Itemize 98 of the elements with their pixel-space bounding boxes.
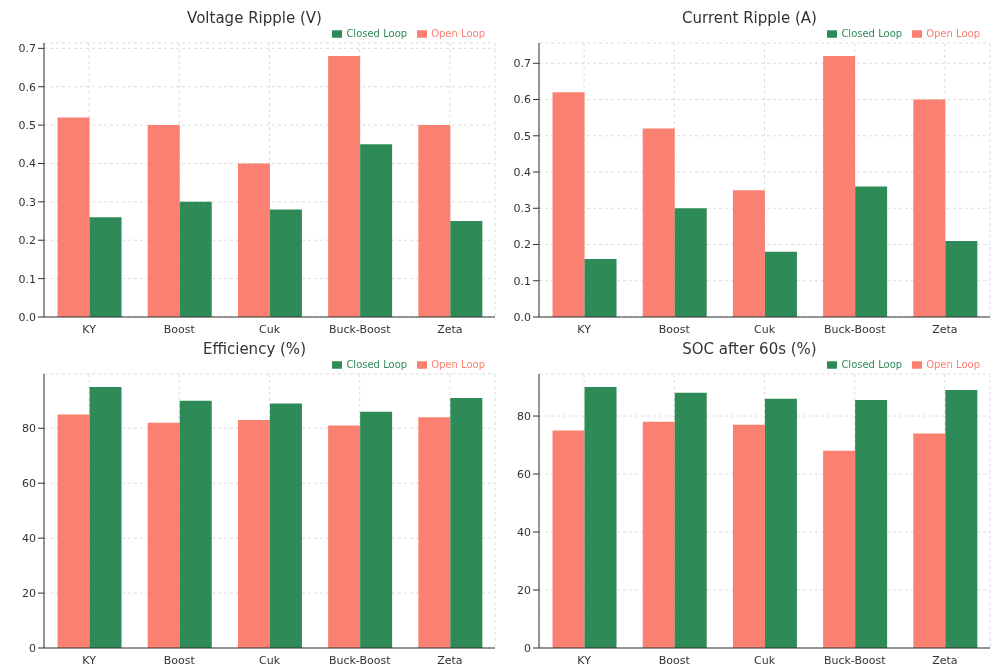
legend-label: Open Loop xyxy=(926,28,980,39)
y-tick-label: 0.4 xyxy=(18,157,36,171)
bar xyxy=(584,259,617,317)
legend-label: Closed Loop xyxy=(346,28,408,39)
chart-title: Voltage Ripple (V) xyxy=(186,8,323,28)
bar xyxy=(642,128,675,317)
y-tick-label: 0.1 xyxy=(513,274,531,288)
y-tick-label: 0.5 xyxy=(18,119,36,133)
y-tick-label: 0.2 xyxy=(513,238,531,252)
chart-title: Current Ripple (A) xyxy=(681,8,818,28)
x-tick-label: Buck-Boost xyxy=(328,322,392,336)
x-tick-label: Cuk xyxy=(258,322,281,336)
bar xyxy=(855,186,888,317)
x-tick-label: Cuk xyxy=(753,653,776,667)
y-tick-label: 0.3 xyxy=(513,202,531,216)
x-tick-label: KY xyxy=(577,653,592,667)
bar xyxy=(764,398,797,648)
x-tick-label: Boost xyxy=(163,322,196,336)
bar xyxy=(855,400,888,648)
x-tick-label: Zeta xyxy=(932,322,958,336)
bar xyxy=(57,414,90,648)
bar xyxy=(764,251,797,317)
bar xyxy=(945,240,978,317)
bar xyxy=(945,389,978,648)
bar xyxy=(674,208,707,317)
bar xyxy=(913,99,946,317)
bar xyxy=(237,163,270,317)
x-tick-label: KY xyxy=(82,653,97,667)
y-tick-label: 0 xyxy=(29,641,36,655)
bar xyxy=(674,392,707,648)
x-tick-label: Boost xyxy=(163,653,196,667)
x-tick-label: Zeta xyxy=(437,653,463,667)
y-tick-label: 20 xyxy=(22,586,36,600)
legend-label: Open Loop xyxy=(431,359,485,370)
bar xyxy=(57,117,90,317)
bar xyxy=(913,433,946,648)
bar xyxy=(147,422,180,648)
bar xyxy=(418,417,451,648)
bar xyxy=(147,125,180,317)
x-tick-label: Boost xyxy=(658,322,691,336)
y-tick-label: 0.2 xyxy=(18,234,36,248)
y-tick-label: 60 xyxy=(22,477,36,491)
x-tick-label: Zeta xyxy=(437,322,463,336)
bar xyxy=(823,56,856,317)
legend-label: Closed Loop xyxy=(346,359,408,370)
y-tick-label: 0.1 xyxy=(18,272,36,286)
y-tick-label: 0.4 xyxy=(513,165,531,179)
bar xyxy=(360,411,393,648)
x-tick-label: Buck-Boost xyxy=(823,322,887,336)
legend-label: Open Loop xyxy=(431,28,485,39)
y-tick-label: 20 xyxy=(517,583,531,597)
bar xyxy=(328,425,361,648)
x-tick-label: KY xyxy=(82,322,97,336)
bar xyxy=(450,221,483,317)
bar xyxy=(360,144,393,317)
y-tick-label: 0.5 xyxy=(513,129,531,143)
y-tick-label: 0.6 xyxy=(18,80,36,94)
y-tick-label: 0.0 xyxy=(18,310,36,324)
bar xyxy=(89,387,122,648)
legend-label: Open Loop xyxy=(926,359,980,370)
y-tick-label: 60 xyxy=(517,467,531,481)
bar xyxy=(269,209,302,317)
y-tick-label: 40 xyxy=(22,532,36,546)
x-tick-label: Boost xyxy=(658,653,691,667)
y-tick-label: 0.6 xyxy=(513,93,531,107)
legend-label: Closed Loop xyxy=(841,359,903,370)
y-tick-label: 80 xyxy=(517,409,531,423)
x-tick-label: Zeta xyxy=(932,653,958,667)
y-tick-label: 80 xyxy=(22,422,36,436)
chart-title: Efficiency (%) xyxy=(202,339,307,359)
y-tick-label: 0.3 xyxy=(18,195,36,209)
bar xyxy=(552,92,585,317)
bar xyxy=(418,125,451,317)
bar xyxy=(450,398,483,648)
bar xyxy=(732,190,765,317)
y-tick-label: 0.7 xyxy=(513,57,531,71)
y-tick-label: 40 xyxy=(517,525,531,539)
bar xyxy=(823,450,856,648)
bar xyxy=(237,420,270,648)
bar xyxy=(552,430,585,648)
y-tick-label: 0.7 xyxy=(18,42,36,56)
y-tick-label: 0.0 xyxy=(513,310,531,324)
legend-label: Closed Loop xyxy=(841,28,903,39)
bar xyxy=(179,201,212,317)
x-tick-label: Cuk xyxy=(258,653,281,667)
y-tick-label: 0 xyxy=(524,641,531,655)
x-tick-label: Buck-Boost xyxy=(823,653,887,667)
chart-title: SOC after 60s (%) xyxy=(681,339,818,359)
bar xyxy=(642,421,675,648)
x-tick-label: Buck-Boost xyxy=(328,653,392,667)
bar xyxy=(269,403,302,648)
bar xyxy=(179,400,212,648)
x-tick-label: KY xyxy=(577,322,592,336)
bar xyxy=(89,217,122,317)
bar xyxy=(732,424,765,648)
bar xyxy=(584,387,617,648)
bar xyxy=(328,56,361,317)
x-tick-label: Cuk xyxy=(753,322,776,336)
